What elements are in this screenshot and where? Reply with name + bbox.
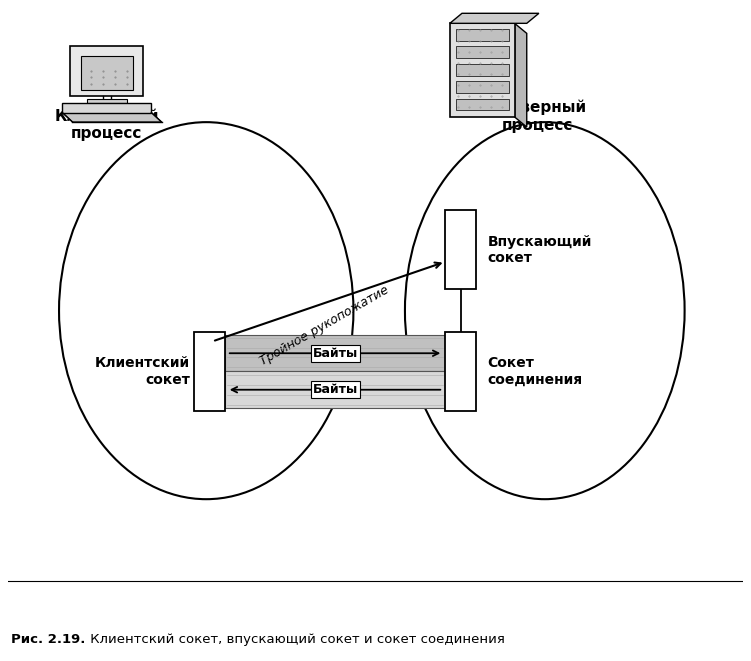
- FancyBboxPatch shape: [450, 23, 514, 117]
- FancyBboxPatch shape: [225, 335, 445, 371]
- FancyBboxPatch shape: [225, 371, 445, 408]
- FancyBboxPatch shape: [456, 64, 508, 75]
- FancyBboxPatch shape: [86, 98, 127, 102]
- Text: Тройное рукопожатие: Тройное рукопожатие: [257, 284, 391, 368]
- Text: Байты: Байты: [312, 347, 357, 360]
- FancyBboxPatch shape: [62, 103, 152, 112]
- Text: Серверный
процесс: Серверный процесс: [488, 100, 587, 132]
- FancyBboxPatch shape: [456, 29, 508, 41]
- FancyBboxPatch shape: [194, 332, 225, 411]
- Text: Клиентский сокет, впускающий сокет и сокет соединения: Клиентский сокет, впускающий сокет и сок…: [86, 633, 505, 646]
- Polygon shape: [62, 112, 161, 122]
- Text: Клиентский
процесс: Клиентский процесс: [55, 109, 159, 141]
- FancyBboxPatch shape: [456, 98, 508, 110]
- FancyBboxPatch shape: [445, 210, 476, 290]
- FancyBboxPatch shape: [71, 46, 143, 96]
- FancyBboxPatch shape: [445, 332, 476, 411]
- Polygon shape: [450, 13, 539, 23]
- FancyBboxPatch shape: [80, 56, 133, 90]
- FancyBboxPatch shape: [456, 46, 508, 58]
- Text: Сокет
соединения: Сокет соединения: [487, 356, 583, 387]
- Text: Байты: Байты: [312, 383, 357, 396]
- FancyBboxPatch shape: [456, 81, 508, 93]
- Text: Рис. 2.19.: Рис. 2.19.: [11, 633, 86, 646]
- Text: Впускающий
сокет: Впускающий сокет: [487, 235, 592, 265]
- Text: Клиентский
сокет: Клиентский сокет: [95, 356, 190, 387]
- Polygon shape: [514, 23, 526, 127]
